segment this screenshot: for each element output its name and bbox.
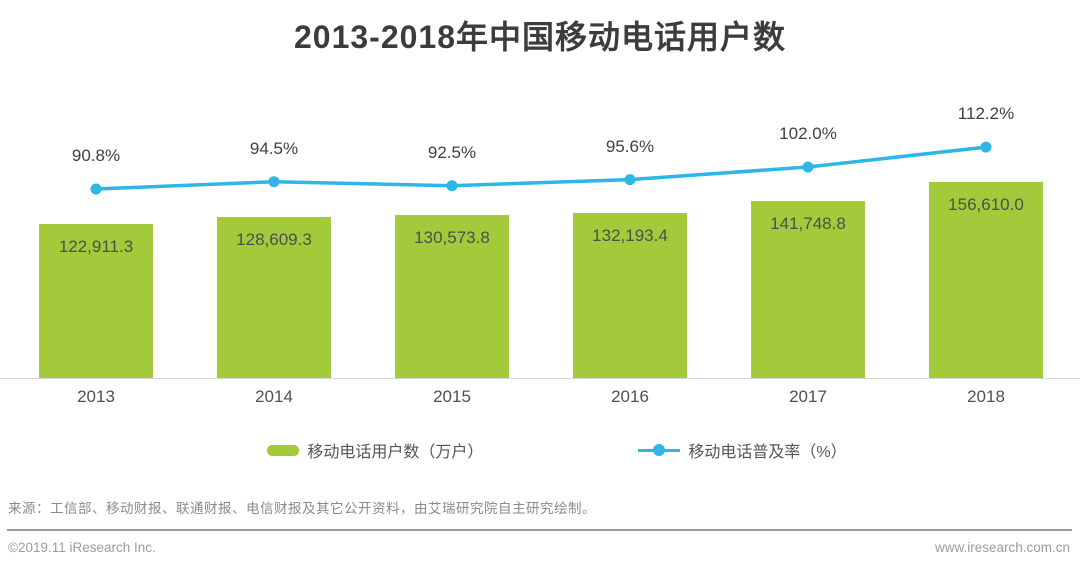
bar-2017: 141,748.8 <box>751 200 865 378</box>
rate-label-2016: 95.6% <box>605 136 655 156</box>
plot-area: 122,911.3 90.8% 128,609.3 94.5% 130,573.8 92.… <box>0 78 1080 378</box>
rate-label-2014: 94.5% <box>249 138 299 158</box>
website-text: www.iresearch.com.cn <box>934 540 1070 555</box>
penetration-line <box>95 145 987 191</box>
bar-2015: 130,573.8 <box>395 214 509 378</box>
line-point-2015 <box>446 180 458 192</box>
penetration-line-layer <box>90 141 992 195</box>
x-tick-2015: 2015 <box>433 387 471 406</box>
line-point-2014 <box>268 176 280 188</box>
page-title: 2013-2018年中国移动电话用户数 <box>293 19 787 55</box>
x-tick-2017: 2017 <box>789 387 827 406</box>
legend-item-users: 移动电话用户数（万户） <box>267 438 483 462</box>
legend-label-rate: 移动电话普及率（%） <box>688 444 847 461</box>
x-axis-labels: 2013 2014 2015 2016 2017 2018 <box>7 387 1075 407</box>
x-tick-2016: 2016 <box>611 387 649 406</box>
x-tick-2013: 2013 <box>77 387 115 406</box>
x-tick-2018: 2018 <box>967 387 1005 406</box>
rate-label-2017: 102.0% <box>779 124 837 144</box>
x-tick-2014: 2014 <box>255 387 293 406</box>
bar-2016: 132,193.4 <box>573 212 687 378</box>
bar-value-label-2017: 141,748.8 <box>770 213 846 233</box>
line-point-2013 <box>90 183 102 195</box>
bar-value-label-2015: 130,573.8 <box>414 227 490 247</box>
bar-value-label-2018: 156,610.0 <box>948 195 1024 215</box>
legend-label-users: 移动电话用户数（万户） <box>307 444 484 461</box>
line-point-2018 <box>980 141 992 153</box>
legend-item-rate: 移动电话普及率（%） <box>638 438 847 462</box>
bar-2014: 128,609.3 <box>217 217 331 378</box>
legend: 移动电话用户数（万户） 移动电话普及率（%） <box>0 438 1080 462</box>
rate-label-2018: 112.2% <box>957 104 1015 124</box>
footer: ©2019.11 iResearch Inc. www.iresearch.co… <box>8 540 1070 555</box>
bar-value-label-2014: 128,609.3 <box>236 230 312 250</box>
copyright-text: ©2019.11 iResearch Inc. <box>8 540 156 555</box>
bar-value-label-2013: 122,911.3 <box>58 237 134 257</box>
line-legend-marker-icon <box>638 444 681 456</box>
rate-label-2013: 90.8% <box>71 146 121 165</box>
source-note: 来源：工信部、移动财报、联通财报、电信财报及其它公开资料，由艾瑞研究院自主研究绘… <box>8 501 596 516</box>
x-axis-line <box>0 378 1080 379</box>
bar-value-label-2016: 132,193.4 <box>592 225 668 245</box>
line-point-2017 <box>802 161 814 173</box>
bar-2013: 122,911.3 <box>39 224 153 378</box>
bar-legend-swatch-icon <box>267 444 300 456</box>
footer-divider <box>7 529 1072 531</box>
line-point-2016 <box>624 174 636 186</box>
rate-label-2015: 92.5% <box>427 142 477 162</box>
bar-2018: 156,610.0 <box>929 182 1043 378</box>
